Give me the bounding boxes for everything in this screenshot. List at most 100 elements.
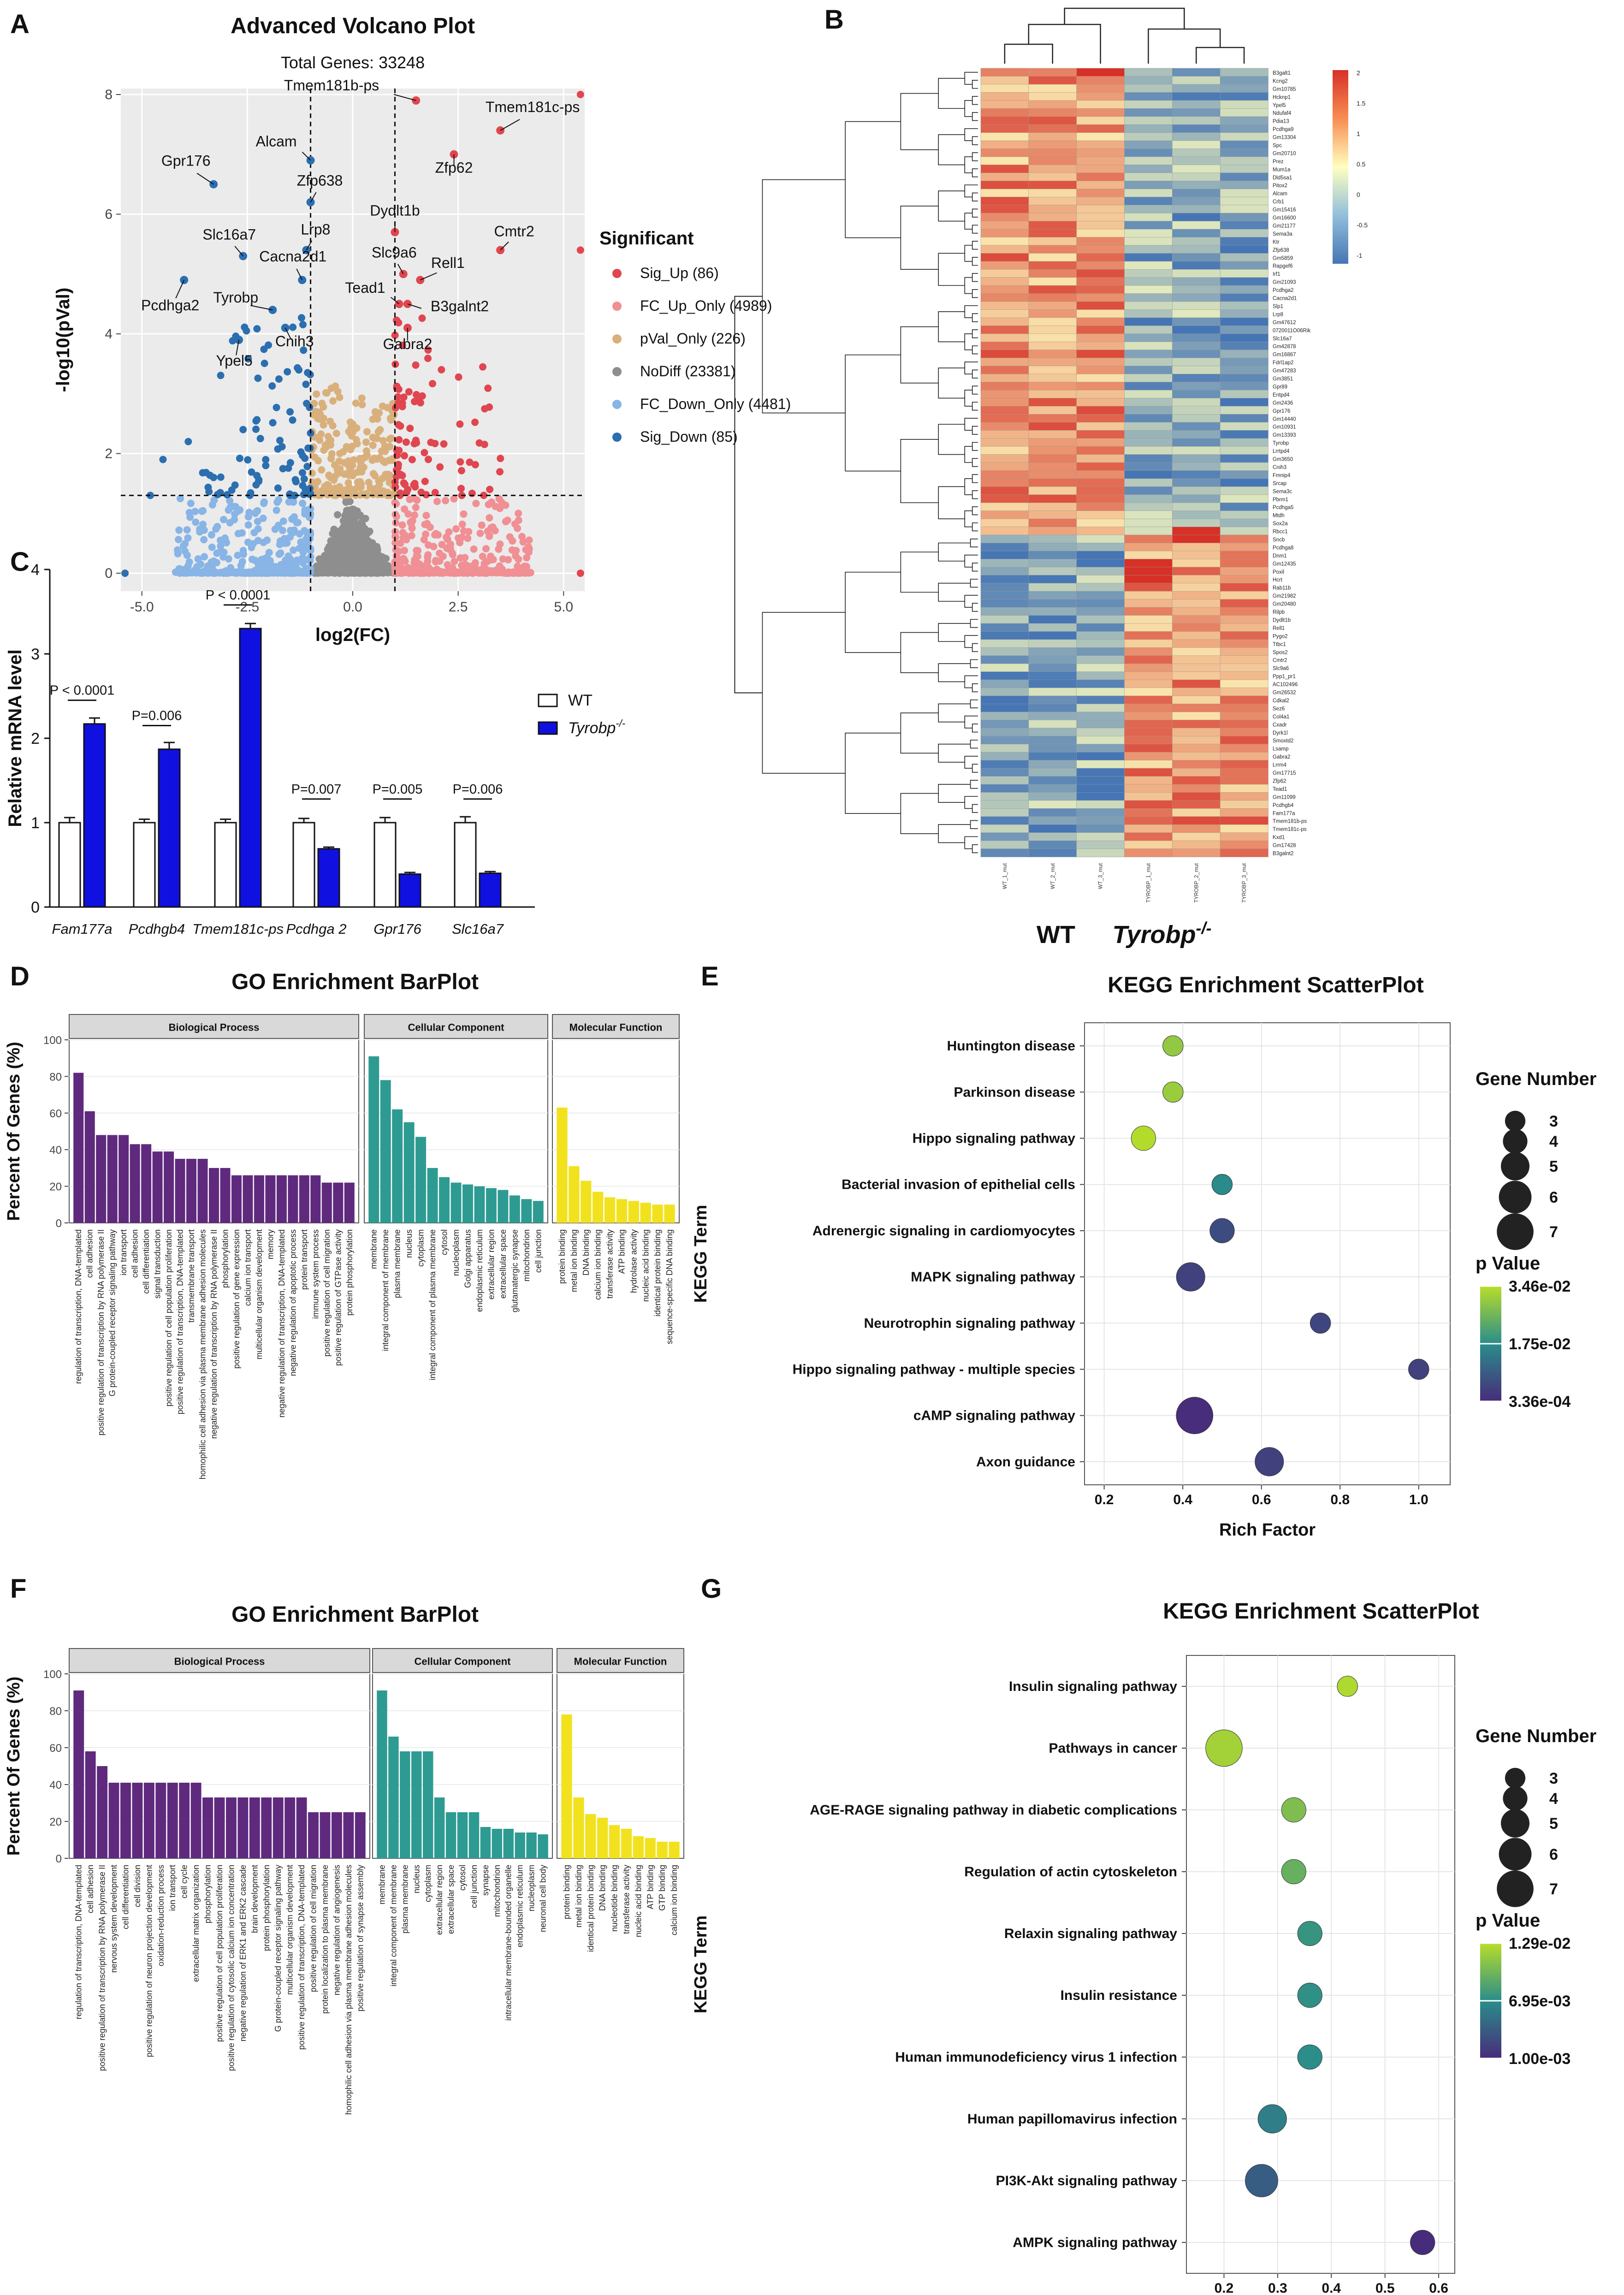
go-f-term-label: extracellular region bbox=[435, 1865, 444, 1935]
go-f-term-label: extracellular space bbox=[446, 1865, 456, 1934]
heatmap-cell bbox=[980, 776, 1029, 785]
dendrogram-branch bbox=[845, 571, 901, 653]
go-d-bar bbox=[265, 1175, 276, 1223]
heatmap-cell bbox=[980, 599, 1029, 608]
heatmap-row-label: Gabra2 bbox=[1273, 754, 1290, 760]
kegg-g-size-legend-title: Gene Number bbox=[1476, 1726, 1596, 1746]
go-f-term-label: negative regulation of ERK1 and ERK2 cas… bbox=[238, 1865, 248, 2041]
go-f-term-label: synapse bbox=[481, 1865, 490, 1896]
dendrogram-branch bbox=[972, 490, 978, 499]
volcano-point bbox=[306, 403, 314, 411]
go-f-bar bbox=[538, 1834, 548, 1858]
qpcr-pvalue-label: P=0.006 bbox=[132, 709, 182, 723]
go-f-ytick-label: 100 bbox=[43, 1668, 62, 1681]
go-d-term-label: ATP binding bbox=[617, 1229, 626, 1274]
volcano-gene-label: Slc9a6 bbox=[372, 244, 417, 261]
volcano-point bbox=[400, 546, 408, 554]
volcano-point bbox=[248, 555, 256, 563]
heatmap-cell bbox=[1076, 237, 1125, 246]
volcano-point bbox=[343, 443, 350, 451]
heatmap-cell bbox=[1124, 326, 1173, 334]
go-f-term-label: nucleotide binding bbox=[610, 1865, 619, 1932]
go-d-term-label: sequence-specific DNA binding bbox=[665, 1229, 674, 1344]
heatmap-cell bbox=[1220, 309, 1268, 318]
heatmap-cell bbox=[1220, 285, 1268, 294]
heatmap-cell bbox=[1076, 406, 1125, 415]
heatmap-cell bbox=[1172, 293, 1221, 302]
dendrogram-branch bbox=[972, 273, 978, 282]
panel-letter-d: D bbox=[10, 961, 30, 991]
heatmap-colorbar-label: 1.5 bbox=[1357, 100, 1366, 107]
heatmap-cell bbox=[1028, 76, 1077, 85]
go-d-term-label: protein binding bbox=[557, 1229, 567, 1284]
heatmap-cell bbox=[1028, 704, 1077, 712]
heatmap-cell bbox=[1220, 156, 1268, 166]
volcano-point bbox=[244, 521, 252, 529]
heatmap-cell bbox=[1124, 430, 1173, 439]
heatmap-cell bbox=[1028, 438, 1077, 447]
volcano-point bbox=[298, 469, 306, 477]
heatmap-row-label: Gm21177 bbox=[1273, 223, 1296, 229]
dendrogram-branch bbox=[938, 623, 971, 642]
volcano-point bbox=[465, 528, 473, 535]
kegg-e-point bbox=[1211, 1174, 1233, 1195]
volcano-point bbox=[395, 436, 403, 444]
volcano-point bbox=[183, 552, 191, 559]
heatmap-cell bbox=[1028, 551, 1077, 560]
dendrogram-branch bbox=[972, 563, 978, 572]
heatmap-cell bbox=[1028, 301, 1077, 310]
heatmap-cell bbox=[1076, 180, 1125, 190]
heatmap-cell bbox=[980, 752, 1029, 761]
volcano-xlabel: log2(FC) bbox=[315, 625, 390, 645]
heatmap-cell bbox=[1172, 406, 1221, 415]
go-d-bar bbox=[462, 1184, 473, 1223]
volcano-point bbox=[314, 478, 321, 486]
volcano-xtick-label: -2.5 bbox=[236, 599, 260, 615]
volcano-point bbox=[320, 415, 327, 422]
heatmap-cell bbox=[1172, 446, 1221, 455]
heatmap-cell bbox=[1172, 728, 1221, 737]
volcano-point bbox=[484, 528, 492, 535]
heatmap-cell bbox=[1220, 196, 1268, 206]
heatmap-cell bbox=[1220, 229, 1268, 238]
volcano-point bbox=[371, 472, 379, 480]
heatmap-cell bbox=[980, 462, 1029, 471]
volcano-point bbox=[328, 563, 336, 570]
dendrogram-branch bbox=[972, 723, 978, 733]
heatmap-cell bbox=[980, 583, 1029, 592]
heatmap-cell bbox=[1028, 406, 1077, 415]
go-f-bar bbox=[308, 1812, 319, 1858]
go-d-term-label: positive regulation of cell migration bbox=[322, 1229, 332, 1357]
heatmap-cell bbox=[980, 591, 1029, 600]
go-f-bar bbox=[97, 1766, 108, 1858]
go-f-bar bbox=[561, 1714, 572, 1858]
heatmap-cell bbox=[1124, 824, 1173, 833]
heatmap-cell bbox=[1028, 317, 1077, 326]
volcano-point bbox=[303, 463, 311, 470]
kegg-g-point bbox=[1205, 1729, 1243, 1767]
heatmap-cell bbox=[1076, 213, 1125, 222]
heatmap-cell bbox=[1220, 462, 1268, 471]
heatmap-cell bbox=[1028, 285, 1077, 294]
volcano-point bbox=[445, 528, 453, 536]
dendrogram-branch bbox=[972, 506, 978, 516]
heatmap-cell bbox=[1076, 792, 1125, 801]
heatmap-cell bbox=[1124, 695, 1173, 705]
volcano-point bbox=[322, 389, 330, 397]
volcano-point bbox=[392, 473, 400, 481]
go-f-bar bbox=[645, 1838, 656, 1858]
volcano-label-leader bbox=[407, 303, 422, 309]
volcano-gene-label: Cacna2d1 bbox=[259, 248, 326, 265]
volcano-point bbox=[442, 497, 450, 504]
volcano-gene-label: Dydlt1b bbox=[370, 202, 420, 219]
kegg-g-point bbox=[1281, 1859, 1306, 1885]
volcano-point bbox=[408, 532, 415, 540]
heatmap-cell bbox=[980, 172, 1029, 182]
go-f-bar bbox=[355, 1812, 366, 1858]
go-f-term-label: integral component of membrane bbox=[389, 1865, 398, 1987]
volcano-point bbox=[231, 569, 238, 576]
volcano-point bbox=[369, 441, 377, 449]
heatmap-cell bbox=[1220, 366, 1268, 374]
